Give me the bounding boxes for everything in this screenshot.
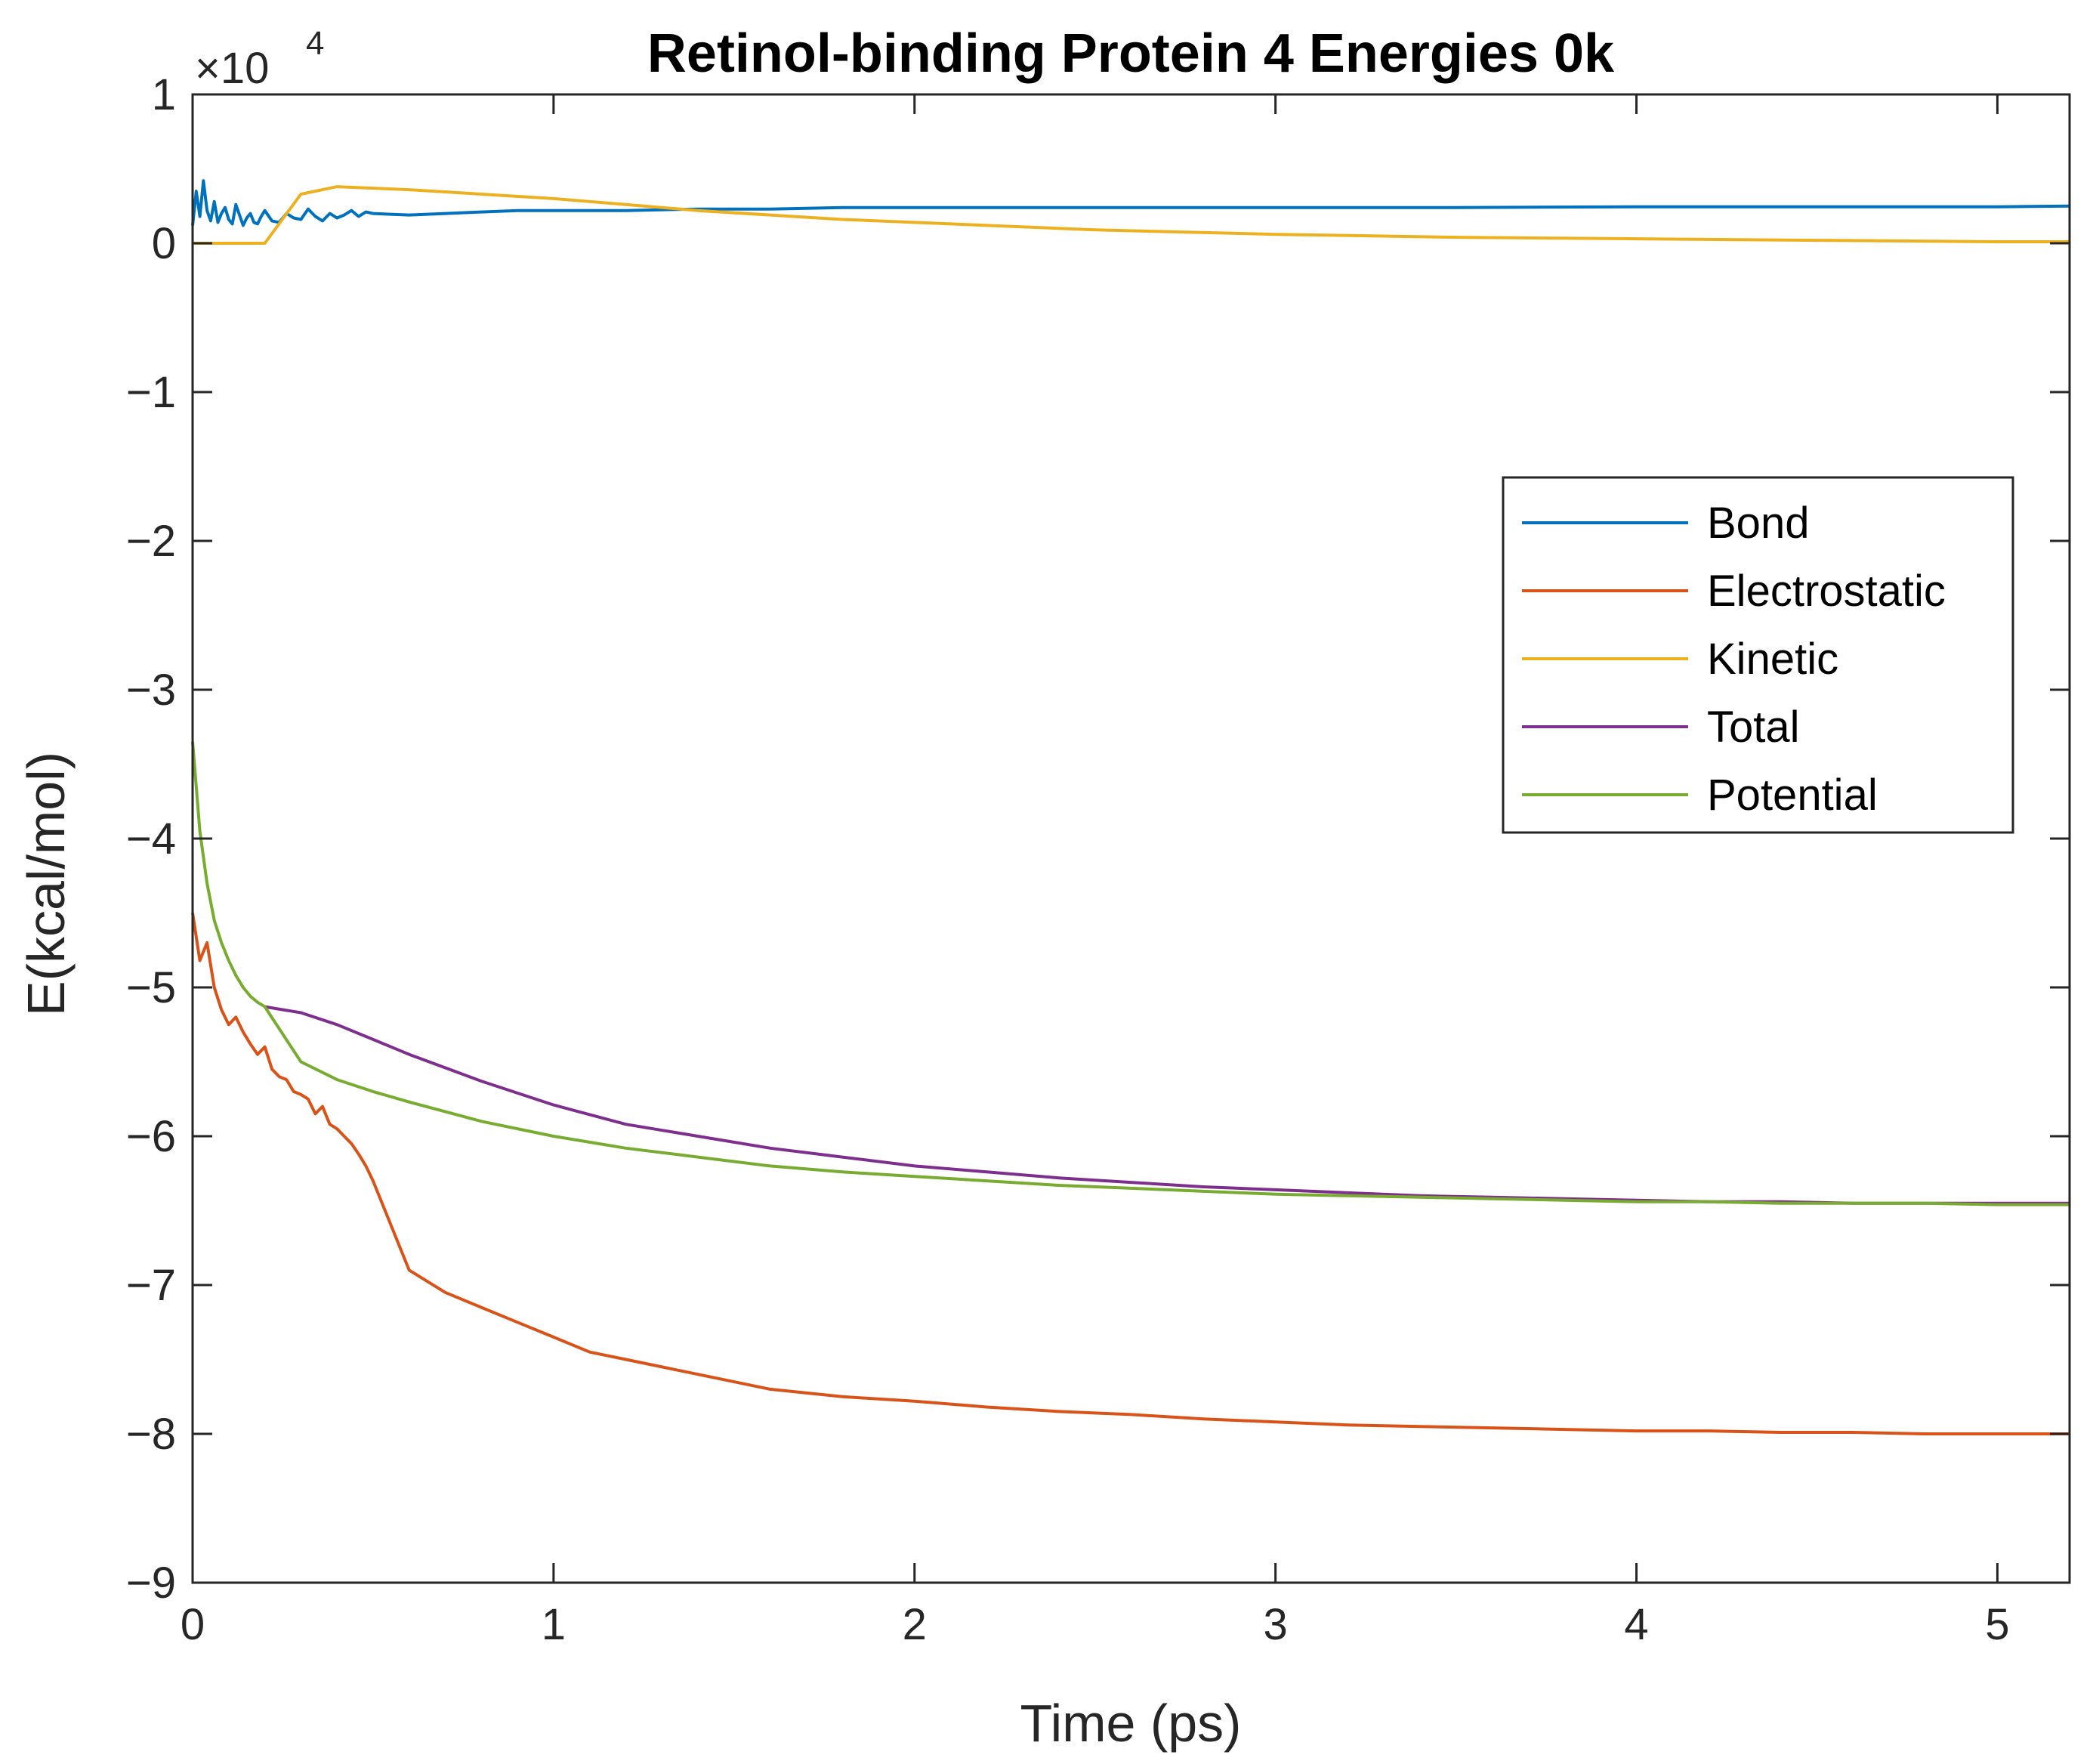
y-tick-label: −3 xyxy=(126,666,176,715)
legend-label-potential: Potential xyxy=(1707,771,1878,820)
x-tick-label: 1 xyxy=(542,1600,566,1649)
legend-label-total: Total xyxy=(1707,703,1800,752)
series-line-bond xyxy=(191,179,2070,227)
legend-label-bond: Bond xyxy=(1707,499,1809,548)
y-tick-label: −6 xyxy=(126,1112,176,1161)
legend-label-kinetic: Kinetic xyxy=(1707,635,1838,684)
y-tick-label: −5 xyxy=(126,963,176,1012)
y-tick-label: −7 xyxy=(126,1261,176,1310)
y-axis-label: E(kcal/mol) xyxy=(17,752,76,1016)
series-line-kinetic xyxy=(193,185,2070,245)
x-tick-label: 0 xyxy=(181,1600,205,1649)
y-axis-multiplier: ×10 4 xyxy=(195,25,324,93)
x-tick-label: 4 xyxy=(1624,1600,1648,1649)
legend: Bond Electrostatic Kinetic Total Potential xyxy=(1502,476,2014,834)
x-tick-label: 5 xyxy=(1985,1600,2009,1649)
y-tick-label: −8 xyxy=(126,1410,176,1459)
series-line-potential xyxy=(191,741,2070,1206)
axes: 0 1 2 3 4 5 1 0 −1 −2 −3 −4 −5 −6 −7 −8 −9 xyxy=(126,70,2071,1649)
y-tick-label: 0 xyxy=(152,219,176,268)
y-tick-label: −4 xyxy=(126,814,176,863)
y-tick-label: −1 xyxy=(126,368,176,417)
series-line-electrostatic xyxy=(191,913,2070,1435)
legend-label-electrostatic: Electrostatic xyxy=(1707,567,1946,616)
legend-box xyxy=(1502,476,2014,834)
y-tick-label: −9 xyxy=(126,1559,176,1608)
chart-title: Retinol-binding Protein 4 Energies 0k xyxy=(647,23,1615,84)
y-tick-label: 1 xyxy=(152,70,176,119)
y-multiplier-exponent: 4 xyxy=(306,25,324,62)
x-tick-label: 2 xyxy=(903,1600,927,1649)
plot-area xyxy=(191,179,2070,1435)
x-axis-label: Time (ps) xyxy=(1020,1694,1242,1753)
y-tick-label: −2 xyxy=(126,517,176,566)
x-tick-label: 3 xyxy=(1264,1600,1288,1649)
y-multiplier-base: ×10 xyxy=(195,44,269,93)
